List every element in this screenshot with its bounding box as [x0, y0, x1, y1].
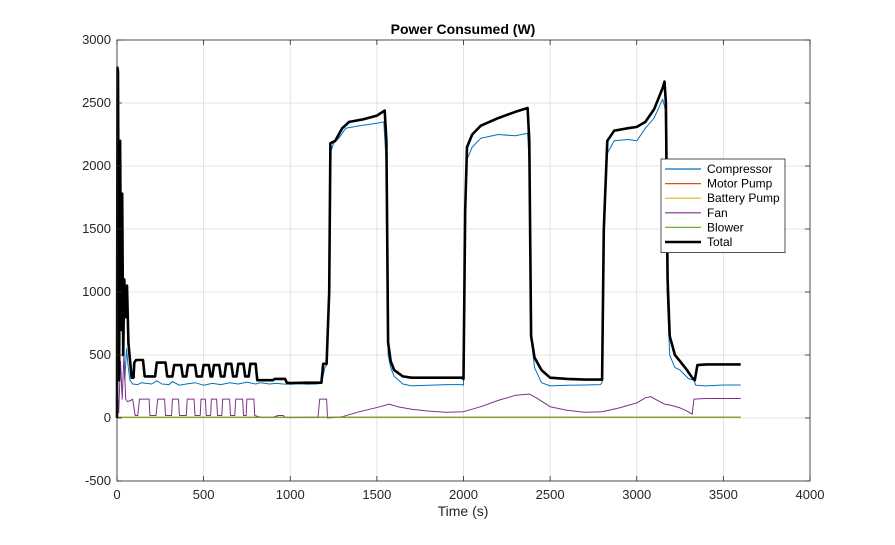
x-tick-label: 2500	[536, 487, 565, 502]
legend-entry-label: Total	[707, 235, 732, 249]
x-tick-label: 1000	[276, 487, 305, 502]
x-tick-label: 0	[113, 487, 120, 502]
y-tick-label: 1000	[82, 284, 111, 299]
legend-entry-label: Compressor	[707, 162, 772, 176]
x-tick-label: 2000	[449, 487, 478, 502]
y-tick-label: -500	[85, 473, 111, 488]
x-axis-label: Time (s)	[438, 503, 489, 519]
y-tick-label: 500	[89, 347, 111, 362]
legend-entry-label: Blower	[707, 220, 744, 234]
y-tick-label: 2000	[82, 158, 111, 173]
y-tick-label: 1500	[82, 221, 111, 236]
legend-entry-label: Motor Pump	[707, 177, 773, 191]
legend-entry-label: Fan	[707, 206, 728, 220]
x-tick-label: 4000	[796, 487, 825, 502]
x-tick-label: 3000	[622, 487, 651, 502]
chart-title: Power Consumed (W)	[391, 21, 536, 37]
y-tick-label: 3000	[82, 32, 111, 47]
x-tick-label: 500	[193, 487, 215, 502]
y-tick-label: 2500	[82, 95, 111, 110]
y-tick-label: 0	[104, 410, 111, 425]
x-tick-label: 1500	[362, 487, 391, 502]
x-tick-label: 3500	[709, 487, 738, 502]
legend-entry-label: Battery Pump	[707, 191, 780, 205]
